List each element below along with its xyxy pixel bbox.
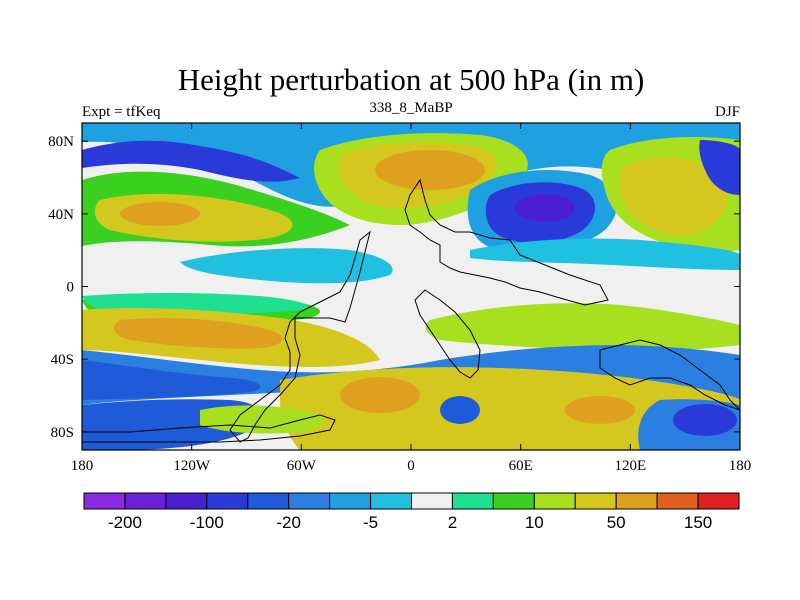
outline-africa (414, 289, 481, 379)
colorbar-swatch (451, 492, 494, 510)
y-tick-label: 40S (51, 352, 74, 368)
colorbar-label: -100 (190, 513, 224, 532)
field-low-southern-small (440, 396, 480, 424)
outline-americas (229, 230, 371, 443)
colorbar-swatch (247, 492, 290, 510)
case-label: 338_8_MaBP (369, 100, 452, 116)
field-band-south-orange (114, 318, 283, 349)
y-tick-label: 80N (48, 134, 74, 150)
field-high-southern-core (340, 377, 420, 413)
colorbar-swatch (124, 492, 167, 510)
colorbar: -200 -100 -20 -5 2 10 50 150 (83, 492, 740, 532)
colorbar-label: -5 (363, 513, 378, 532)
colorbar-swatch (329, 492, 372, 510)
field-band-north-deep (82, 140, 300, 182)
y-tick-label: 40N (48, 207, 74, 223)
colorbar-swatch (411, 492, 453, 510)
field-high-southern-core-east (565, 396, 635, 424)
continent-outlines (82, 178, 740, 443)
season-label: DJF (715, 104, 740, 120)
colorbar-swatch (656, 492, 699, 510)
colorbar-swatch (370, 492, 412, 510)
colorbar-swatch (574, 492, 617, 510)
x-tick-label: 120E (614, 458, 646, 474)
field-band-south-deep (82, 360, 261, 400)
colorbar-label: 150 (684, 513, 712, 532)
colorbar-swatch (206, 492, 249, 510)
x-tick-label: 60E (509, 458, 533, 474)
x-tick-label: 180 (729, 458, 752, 474)
field-eq-blue (180, 248, 393, 284)
y-tick-label: 80S (51, 425, 74, 441)
colorbar-swatch (492, 492, 535, 510)
colorbar-swatch (83, 492, 126, 510)
colorbar-label: 10 (525, 513, 544, 532)
outline-australia (599, 339, 740, 411)
colorbar-swatch (615, 492, 658, 510)
outline-antarctica (82, 414, 336, 443)
colorbar-swatch (288, 492, 331, 510)
x-axis: 180 120W 60W 0 60E 120E 180 (71, 123, 752, 474)
colorbar-swatch (697, 492, 740, 510)
height-field (82, 123, 740, 450)
field-antarctic-deep (673, 404, 737, 436)
y-tick-label: 0 (67, 280, 75, 296)
field-low-asia-center (515, 194, 575, 222)
y-axis: 80N 40N 0 40S 80S (48, 134, 740, 441)
experiment-label: Expt = tfKeq (82, 104, 161, 120)
colorbar-label: -200 (108, 513, 142, 532)
field-high-pacific (618, 157, 728, 235)
colorbar-swatch (533, 492, 576, 510)
x-tick-label: 0 (407, 458, 415, 474)
colorbar-label: 2 (448, 513, 457, 532)
field-low-nepacific (699, 140, 740, 195)
colorbar-swatch (165, 492, 208, 510)
field-antarctic-green (200, 405, 324, 434)
field-high-atlantic (120, 202, 200, 226)
x-tick-label: 60W (287, 458, 317, 474)
field-high-eurasia-core (375, 150, 485, 190)
colorbar-label: -20 (276, 513, 301, 532)
field-band-south-green-east (425, 303, 740, 351)
x-tick-label: 120W (173, 458, 211, 474)
chart-title: Height perturbation at 500 hPa (in m) (178, 62, 645, 97)
outline-europe-asia (404, 178, 609, 306)
colorbar-label: 50 (607, 513, 626, 532)
x-tick-label: 180 (71, 458, 94, 474)
